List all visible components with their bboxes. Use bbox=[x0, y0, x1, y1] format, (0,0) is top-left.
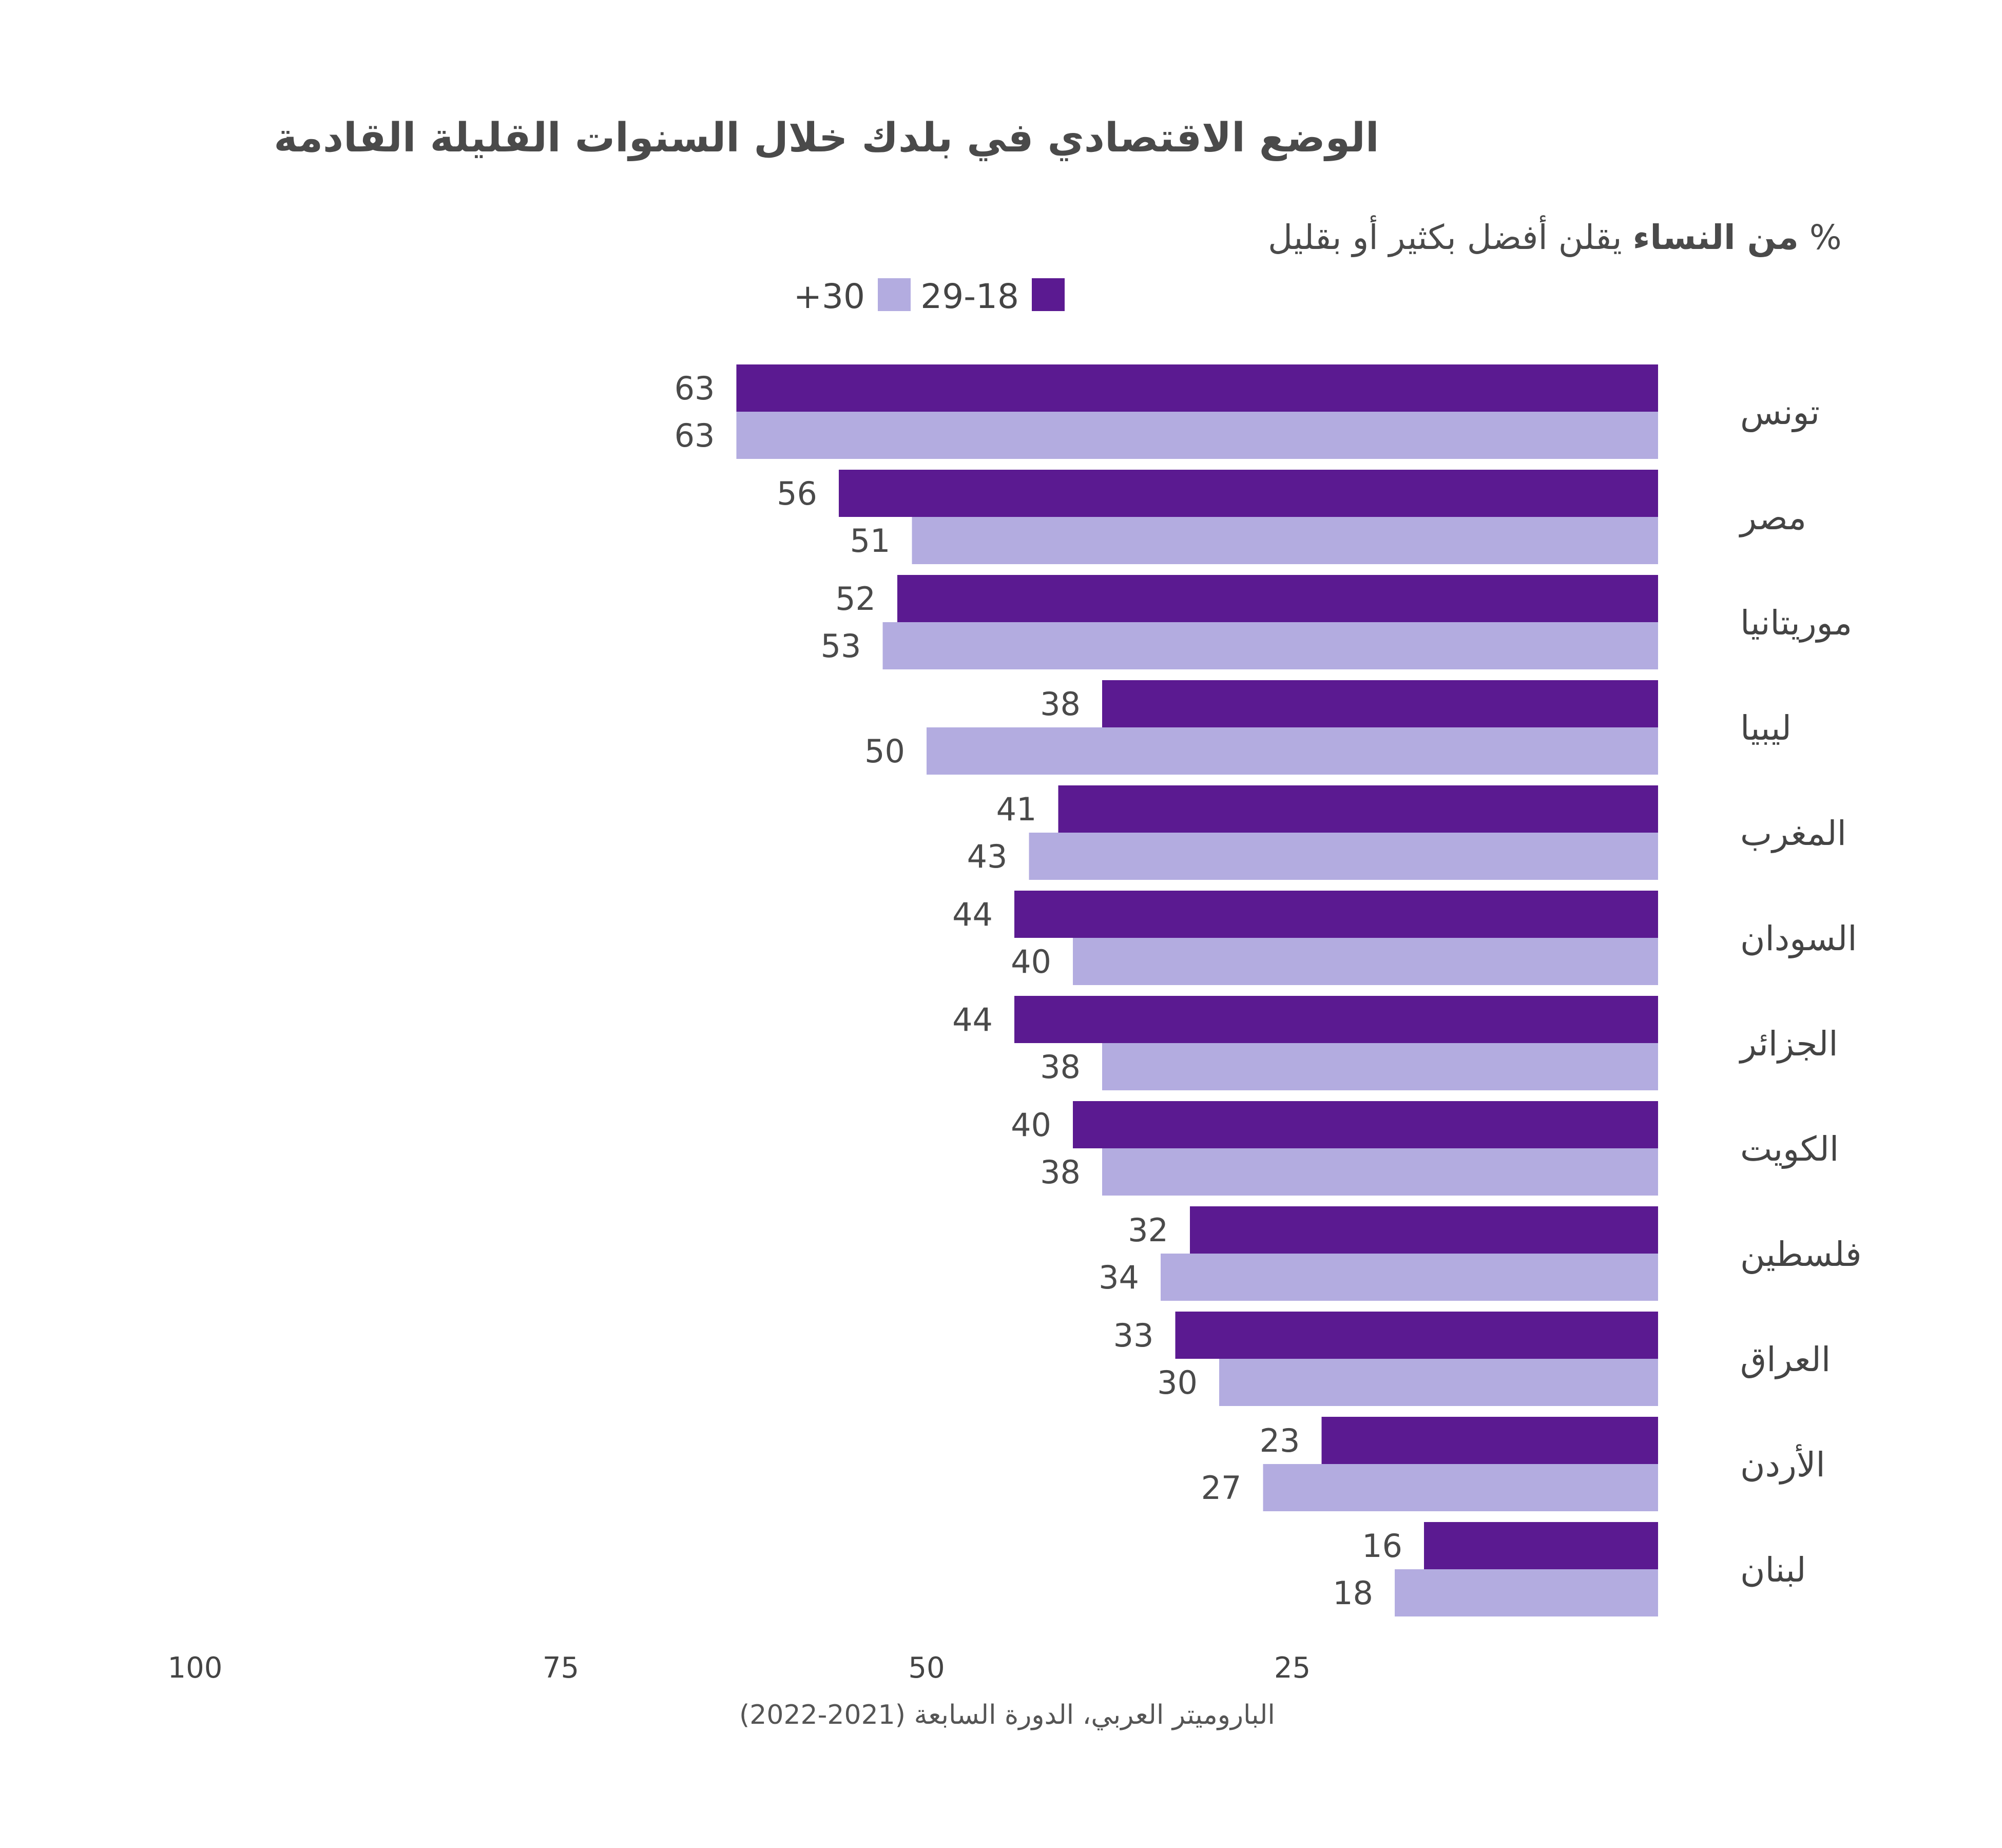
category-label: الجزائر bbox=[1739, 1024, 1838, 1064]
tick-label: 100 bbox=[168, 1651, 223, 1685]
value-label: 63 bbox=[675, 370, 715, 407]
chart-title: الوضع الاقتصادي في بلدك خلال السنوات الق… bbox=[274, 115, 1379, 161]
value-label: 63 bbox=[675, 417, 715, 454]
tick-label: 50 bbox=[908, 1651, 945, 1685]
value-label: 27 bbox=[1201, 1469, 1242, 1507]
bar-older bbox=[1102, 1148, 1658, 1196]
value-label: 51 bbox=[850, 522, 891, 560]
category-label: موريتانيا bbox=[1740, 603, 1852, 643]
bar-older bbox=[912, 517, 1658, 564]
value-label: 56 bbox=[777, 475, 817, 512]
value-label: 44 bbox=[952, 896, 993, 933]
category-label: لبنان bbox=[1740, 1550, 1806, 1590]
category-label: الكويت bbox=[1740, 1129, 1839, 1169]
bar-older bbox=[882, 622, 1658, 669]
value-label: 43 bbox=[967, 838, 1008, 875]
source-note: الباروميتر العربي، الدورة السابعة (2021-… bbox=[739, 1700, 1275, 1730]
bar-older bbox=[1161, 1254, 1658, 1301]
value-label: 30 bbox=[1157, 1364, 1198, 1401]
value-label: 52 bbox=[835, 580, 876, 618]
bar-young bbox=[1073, 1101, 1658, 1148]
legend-swatch-young bbox=[1032, 278, 1065, 311]
chart-subtitle: % من النساء يقلن أفضل بكثير أو بقليل bbox=[1268, 215, 1842, 257]
subtitle-bold: من النساء bbox=[1633, 218, 1799, 257]
bar-young bbox=[1190, 1206, 1658, 1254]
value-label: 38 bbox=[1040, 1153, 1081, 1191]
legend-label-older: +30 bbox=[794, 277, 865, 316]
category-labels: تونس مصر موريتانيا ليبيا المغرب السودان الجزائ… bbox=[1739, 393, 1862, 1590]
category-label: العراق bbox=[1740, 1340, 1831, 1379]
tick-label: 75 bbox=[543, 1651, 579, 1685]
bar-older bbox=[1263, 1464, 1658, 1511]
bar-young bbox=[839, 470, 1658, 517]
value-label: 33 bbox=[1113, 1317, 1154, 1354]
bar-young bbox=[1424, 1522, 1658, 1569]
value-label: 40 bbox=[1011, 1106, 1051, 1144]
subtitle-prefix: % bbox=[1810, 218, 1842, 257]
category-label: فلسطين bbox=[1740, 1235, 1862, 1274]
category-label: المغرب bbox=[1740, 814, 1846, 853]
category-label: الأردن bbox=[1740, 1443, 1825, 1485]
value-label: 38 bbox=[1040, 1048, 1081, 1086]
value-label: 18 bbox=[1333, 1574, 1373, 1612]
bar-older bbox=[1395, 1569, 1658, 1616]
x-axis-ticks: 100 75 50 25 bbox=[168, 1651, 1311, 1685]
legend-label-young: 29-18 bbox=[920, 277, 1019, 316]
bar-older bbox=[736, 412, 1658, 459]
value-label: 50 bbox=[864, 733, 905, 770]
value-labels: 63 63 56 51 52 53 38 50 41 43 44 40 44 38 40 38 32 34 3330… bbox=[675, 370, 1402, 1612]
bar-older bbox=[1029, 833, 1658, 880]
value-label: 32 bbox=[1128, 1211, 1168, 1249]
value-label: 41 bbox=[996, 791, 1037, 828]
category-label: تونس bbox=[1740, 393, 1820, 432]
value-label: 53 bbox=[821, 627, 861, 665]
value-label: 38 bbox=[1040, 685, 1081, 723]
bars bbox=[736, 364, 1658, 1616]
bar-older bbox=[1073, 938, 1658, 985]
bar-young bbox=[1014, 891, 1658, 938]
bar-young bbox=[736, 364, 1658, 412]
category-label: مصر bbox=[1739, 498, 1806, 537]
bar-young bbox=[1058, 785, 1658, 833]
value-label: 34 bbox=[1099, 1259, 1139, 1296]
bar-young bbox=[1321, 1417, 1658, 1464]
bar-older bbox=[1219, 1359, 1658, 1406]
subtitle-rest: يقلن أفضل بكثير أو بقليل bbox=[1268, 215, 1622, 257]
bar-young bbox=[1175, 1312, 1658, 1359]
value-label: 44 bbox=[952, 1001, 993, 1038]
bar-young bbox=[897, 575, 1658, 622]
category-label: السودان bbox=[1740, 919, 1857, 958]
bar-older bbox=[1102, 1043, 1658, 1090]
bar-older bbox=[927, 727, 1658, 775]
bar-young bbox=[1102, 680, 1658, 727]
value-label: 16 bbox=[1362, 1527, 1402, 1565]
bar-young bbox=[1014, 996, 1658, 1043]
value-label: 23 bbox=[1260, 1422, 1300, 1459]
legend: 29-18 +30 bbox=[794, 277, 1065, 316]
value-label: 40 bbox=[1011, 943, 1051, 980]
category-label: ليبيا bbox=[1740, 708, 1792, 748]
tick-label: 25 bbox=[1274, 1651, 1311, 1685]
legend-swatch-older bbox=[878, 278, 911, 311]
